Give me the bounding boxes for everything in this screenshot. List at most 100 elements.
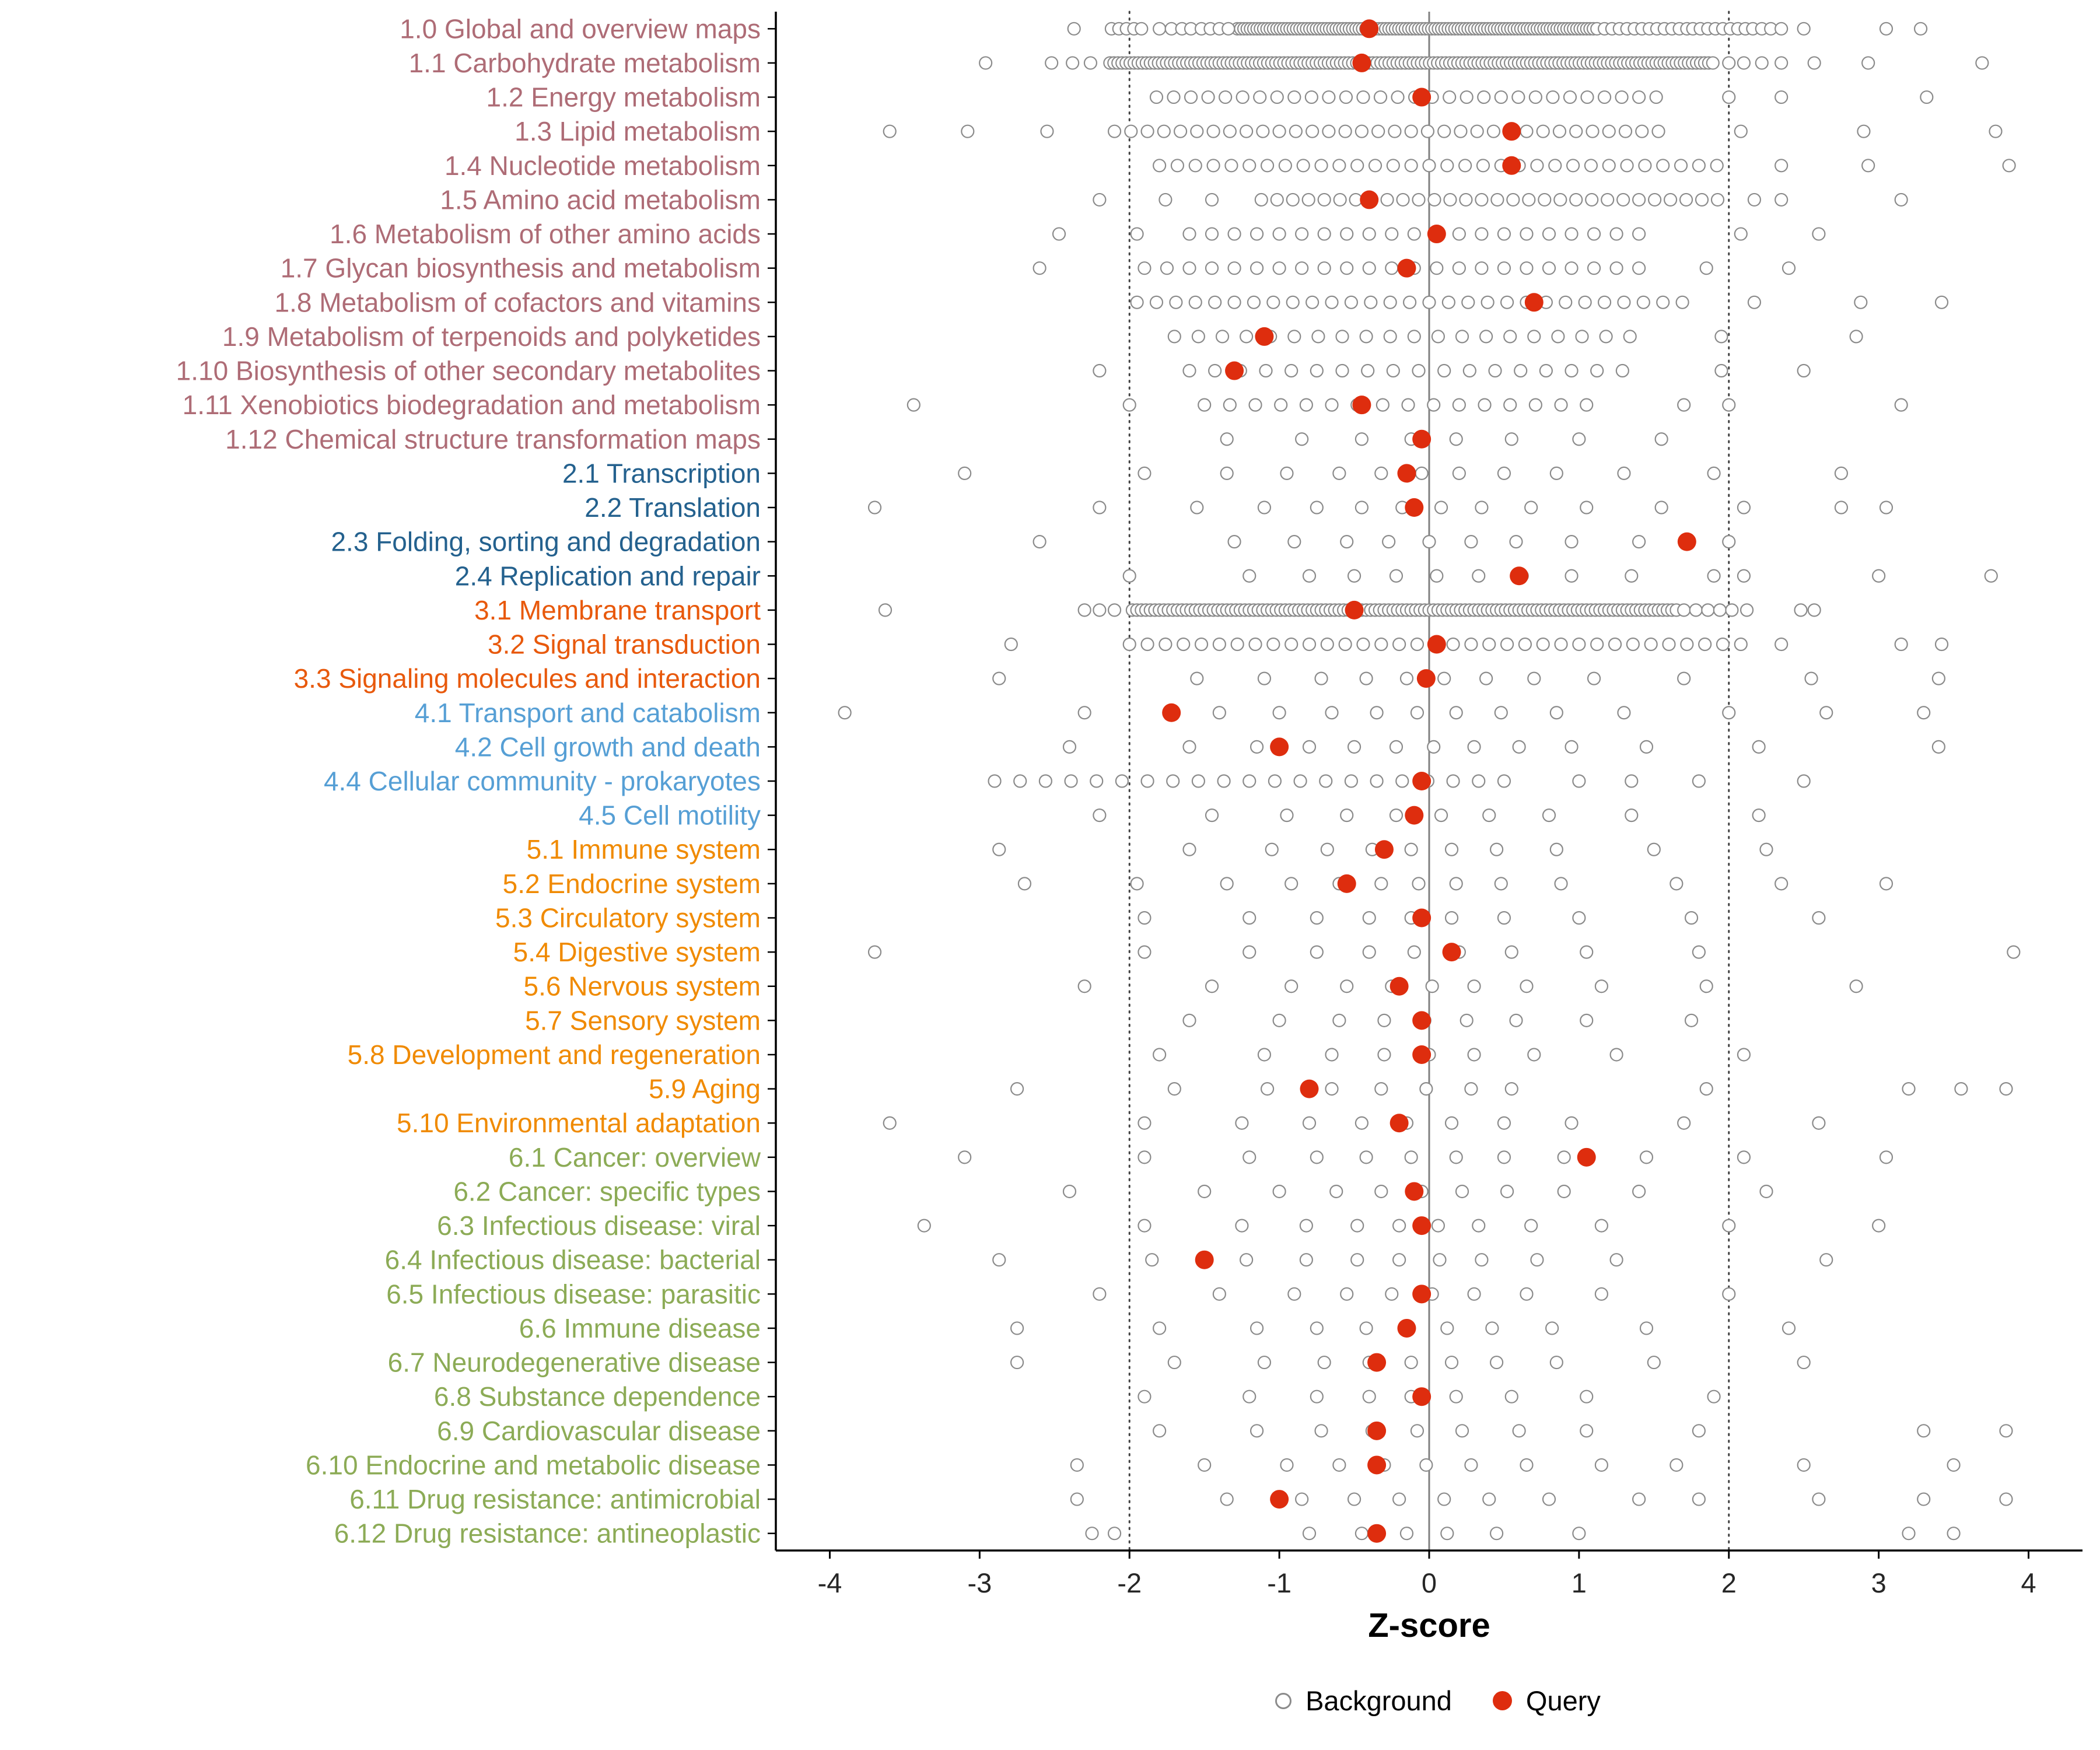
x-tick-label: -2 [1117,1567,1142,1598]
background-point [1385,227,1399,241]
background-point [1138,261,1152,275]
background-point [1362,911,1376,925]
background-point [1759,1184,1773,1199]
background-point [1138,466,1152,481]
background-point [1563,90,1577,104]
background-point [1223,124,1237,138]
background-point [1320,637,1334,652]
background-point [1527,330,1541,344]
background-point [1444,1116,1459,1130]
background-point [1399,1527,1414,1541]
background-point [1677,671,1691,685]
background-point [1138,1150,1152,1164]
background-point [1190,671,1204,685]
background-point [1475,501,1489,514]
background-point [992,842,1006,856]
background-point [1497,774,1511,788]
background-point [1257,1048,1272,1062]
background-point [1975,56,1989,70]
background-point [1632,192,1646,207]
background-point [1257,1355,1272,1370]
query-point [1502,156,1521,175]
background-point [1443,192,1457,207]
background-point [1917,1492,1931,1506]
background-point [1512,740,1526,754]
background-point [1482,1492,1496,1506]
background-point [1359,671,1373,685]
background-point [1656,159,1670,173]
background-point [1227,535,1241,549]
background-point [1425,979,1439,993]
background-point [1476,159,1490,173]
x-tick-label: 2 [1721,1567,1737,1598]
query-point [1416,669,1436,688]
query-point [1524,293,1544,312]
background-point [1480,295,1494,309]
background-point [1497,466,1511,481]
background-point [1677,603,1691,617]
background-point [1206,159,1220,173]
query-point [1195,1250,1214,1269]
background-point [1587,671,1601,685]
background-point [1449,432,1463,446]
background-point [1542,1492,1556,1506]
background-point [1205,227,1219,241]
background-point [1931,740,1945,754]
background-point [1167,1355,1181,1370]
background-point [1093,501,1107,514]
background-point [1710,192,1725,207]
background-point [1427,398,1441,412]
background-point [1698,637,1712,652]
query-point [1367,1353,1387,1372]
background-point [1404,1150,1418,1164]
background-point [1319,774,1333,788]
background-marker-icon [1275,1692,1292,1709]
background-point [1038,774,1052,788]
background-point [1542,261,1556,275]
background-point [1107,124,1122,138]
category-label: 2.4 Replication and repair [455,561,761,591]
background-point [1872,1219,1886,1233]
background-point [961,124,975,138]
query-point [1367,1524,1387,1543]
background-point [1077,979,1091,993]
category-label: 1.7 Glycan biosynthesis and metabolism [281,253,761,284]
background-point [1412,363,1426,378]
background-point [1340,808,1354,822]
background-point [1585,192,1599,207]
background-point [1584,159,1598,173]
background-point [1122,637,1136,652]
background-point [1609,1048,1623,1062]
background-point [1737,569,1751,583]
background-point [1322,90,1336,104]
background-point [1494,90,1508,104]
background-point [1391,90,1405,104]
query-point [1255,327,1274,346]
background-point [1340,261,1354,275]
background-point [1917,706,1931,720]
background-point [1250,740,1264,754]
background-point [1674,159,1688,173]
background-point [1494,706,1508,720]
background-point [1135,22,1149,36]
background-point [1557,1184,1571,1199]
background-point [1551,330,1565,344]
background-point [1093,603,1107,617]
background-point [1722,535,1736,549]
background-point [1677,398,1691,412]
query-point [1427,225,1446,244]
background-point [1140,124,1154,138]
background-point [1359,1321,1373,1335]
background-point [1412,192,1426,207]
category-label: 5.3 Circulatory system [495,902,761,933]
background-point [1280,466,1294,481]
background-point [1670,877,1684,891]
category-label: 1.5 Amino acid metabolism [440,184,761,215]
background-point [1153,1321,1167,1335]
background-point [1615,90,1629,104]
background-point [1338,637,1352,652]
background-point [1679,192,1693,207]
background-point [1677,1116,1691,1130]
background-point [1332,159,1346,173]
background-point [1295,261,1309,275]
